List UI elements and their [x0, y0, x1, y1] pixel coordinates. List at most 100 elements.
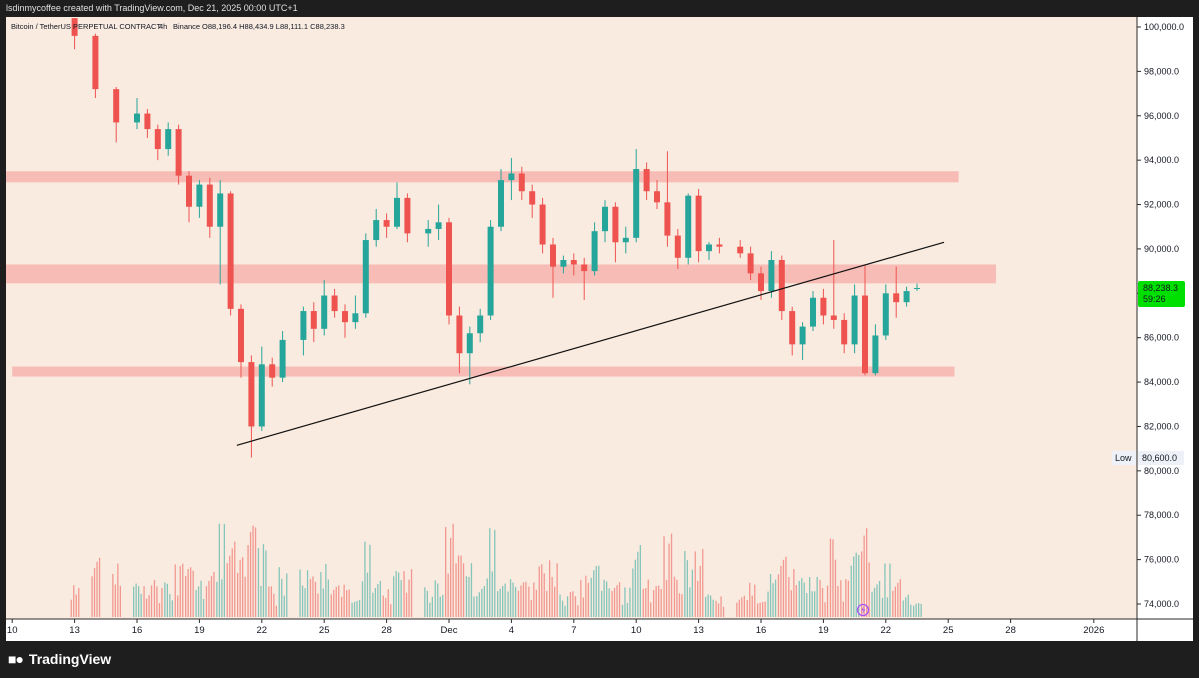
volume-bar — [608, 588, 610, 617]
volume-bar — [606, 581, 608, 617]
volume-bar — [645, 588, 647, 617]
volume-bar — [824, 602, 826, 617]
time-tick-label: 13 — [693, 625, 704, 636]
candle-body — [279, 339, 286, 378]
price-tick-label: 86,000.0 — [1144, 333, 1179, 343]
volume-bar — [572, 591, 574, 617]
price-tick-label: 74,000.0 — [1144, 599, 1179, 609]
tradingview-logo[interactable]: ■● TradingView — [8, 651, 111, 667]
volume-bar — [673, 576, 676, 617]
trend-line — [236, 241, 945, 446]
volume-bar — [629, 587, 631, 617]
volume-bar — [886, 597, 889, 617]
time-tick-label: Dec — [441, 625, 458, 636]
volume-bar — [601, 590, 603, 617]
volume-bar — [156, 586, 158, 617]
volume-bar — [442, 594, 444, 617]
lightning-icon[interactable] — [856, 603, 870, 617]
candle-body — [217, 193, 224, 227]
volume-bar — [907, 594, 909, 617]
volume-bar — [639, 545, 641, 617]
candle-body — [903, 291, 910, 303]
volume-bar — [705, 596, 707, 617]
volume-bar — [809, 576, 811, 617]
resistance-zone-2 — [1, 264, 997, 284]
volume-bar — [249, 531, 252, 617]
volume-bar — [618, 582, 621, 617]
candle-body — [269, 364, 276, 378]
volume-bar — [182, 563, 184, 617]
price-chart[interactable]: 100,000.0 98,000.0 96,000.0 94,000.0 92,000.… — [0, 17, 1193, 641]
volume-bar — [158, 603, 161, 617]
volume-bar — [140, 593, 142, 617]
volume-bar — [283, 595, 285, 617]
trend-layer[interactable] — [236, 241, 945, 446]
volume-bar — [850, 565, 852, 617]
volume-bar — [301, 585, 304, 617]
candle-body — [602, 206, 608, 232]
time-tick-label: 16 — [756, 625, 767, 636]
volume-bar — [346, 590, 348, 617]
time-tick-label: 19 — [818, 625, 829, 636]
candle-body — [134, 113, 140, 123]
volume-bar — [497, 591, 499, 617]
candle-body — [737, 246, 744, 254]
candle-body — [373, 220, 380, 241]
volume-bar — [192, 570, 194, 617]
time-tick-label: 28 — [381, 625, 392, 636]
chart-area[interactable]: 100,000.0 98,000.0 96,000.0 94,000.0 92,000.… — [0, 17, 1193, 641]
volume-bar — [119, 585, 121, 617]
candle-body — [154, 129, 161, 150]
low-label-bg — [1112, 451, 1136, 465]
price-tick-label: 82,000.0 — [1144, 421, 1179, 431]
volume-bar — [777, 574, 780, 617]
time-tick-label: 22 — [881, 625, 892, 636]
last-price-value: 88,238.3 — [1143, 283, 1178, 293]
time-tick-label: 19 — [194, 625, 205, 636]
volume-bar — [78, 587, 80, 617]
volume-bar — [918, 603, 920, 617]
volume-bar — [468, 577, 470, 617]
volume-bar — [684, 550, 686, 617]
time-tick-label: 7 — [571, 625, 576, 636]
time-axis[interactable]: 10 13 16 19 22 25 28 Dec 4 7 10 13 16 19 22 25 28 2026 — [7, 619, 1104, 636]
volume-bar — [749, 582, 751, 617]
volume-bar — [566, 596, 569, 617]
candle-body — [591, 231, 598, 272]
candle-body — [477, 315, 484, 334]
volume-bar — [473, 596, 475, 617]
volume-bar — [502, 586, 504, 617]
volume-bar — [200, 580, 202, 617]
volume-bar — [697, 580, 699, 617]
volume-bar — [476, 596, 478, 617]
low-value: 80,600.0 — [1142, 453, 1177, 463]
candle-body — [778, 260, 785, 312]
volume-bar — [595, 566, 597, 617]
volume-bar — [234, 541, 236, 617]
zones-layer — [0, 171, 997, 377]
volume-bar — [793, 569, 795, 617]
volume-bar — [507, 591, 509, 617]
volume-bar — [884, 563, 886, 617]
volume-bar — [431, 596, 433, 617]
volume-bar — [164, 582, 166, 617]
volume-bar — [231, 548, 233, 617]
volume-bar — [650, 602, 652, 617]
volume-bar — [853, 556, 855, 617]
volume-bar — [855, 552, 857, 617]
volume-bar — [177, 595, 179, 617]
candle-body — [529, 191, 536, 205]
volume-bar — [774, 579, 777, 617]
volume-bar — [632, 568, 634, 617]
candle-body — [581, 264, 588, 272]
volume-bar — [528, 586, 530, 617]
volume-bar — [247, 545, 249, 617]
candle-body — [685, 195, 692, 258]
last-price-countdown: 59:26 — [1143, 294, 1166, 304]
candle-body — [383, 220, 390, 227]
candle-body — [186, 175, 192, 207]
volume-bar — [98, 557, 101, 617]
volume-layer — [70, 523, 922, 617]
volume-bar — [710, 595, 712, 617]
